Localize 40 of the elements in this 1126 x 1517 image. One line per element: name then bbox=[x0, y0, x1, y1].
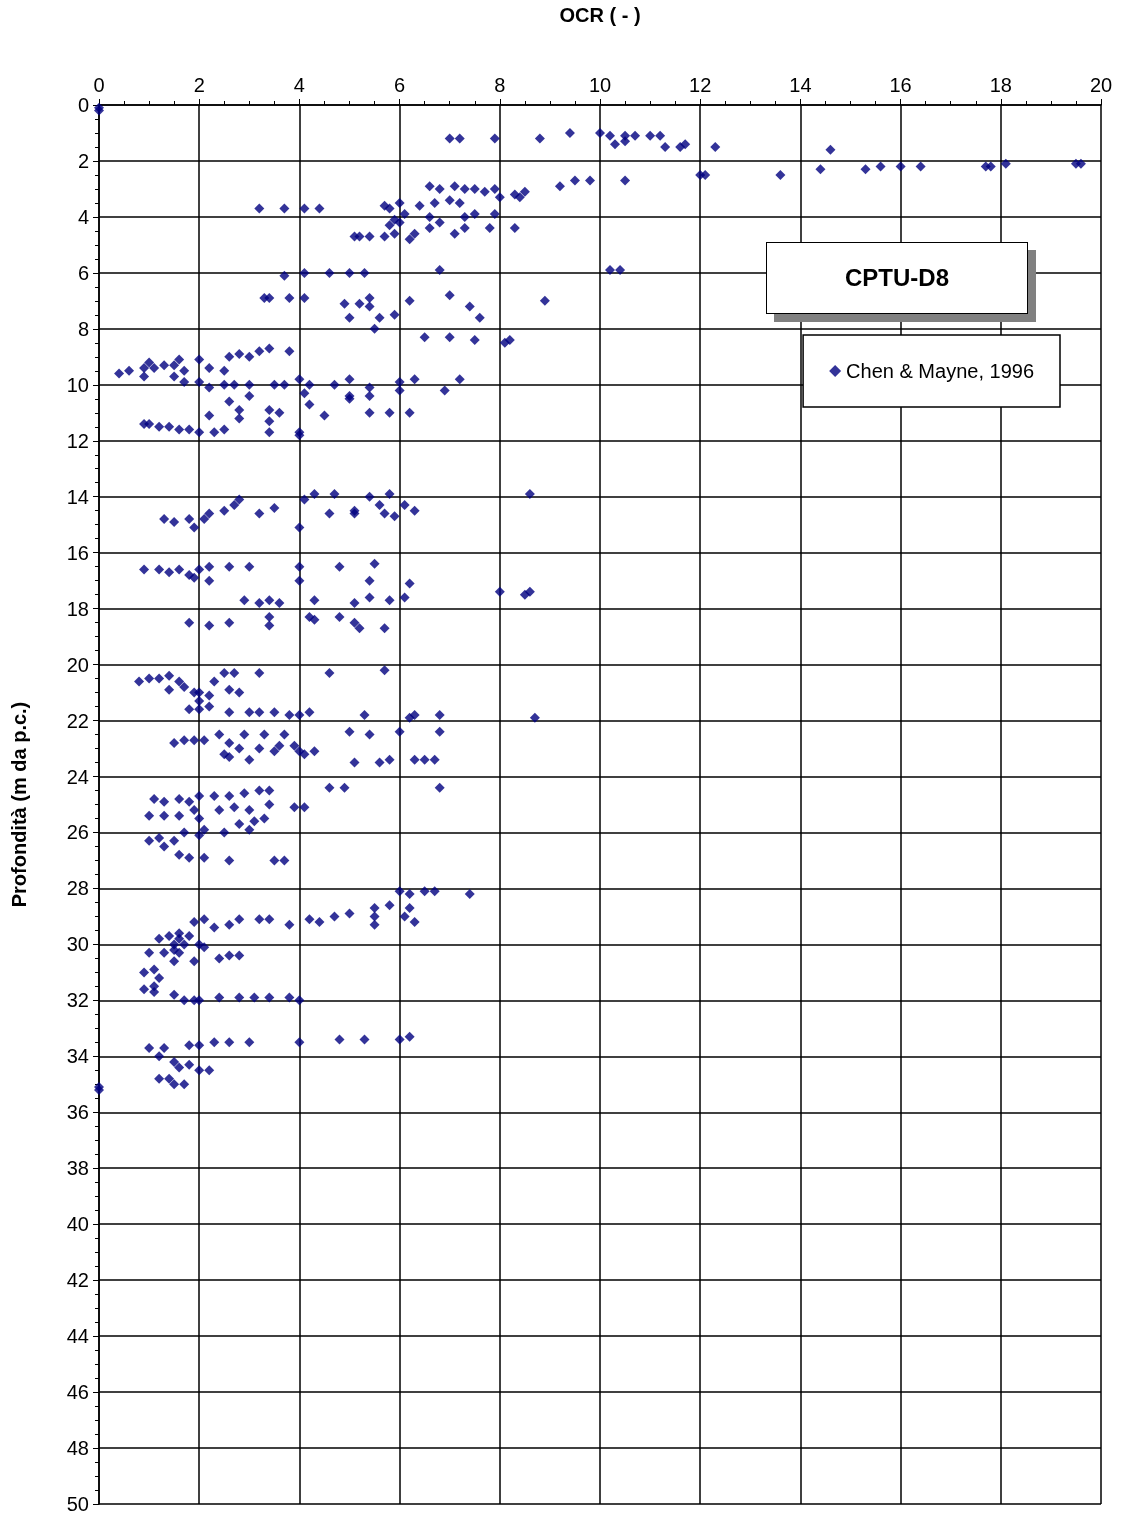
x-tick-label: 14 bbox=[789, 74, 812, 96]
y-tick-label: 32 bbox=[66, 989, 89, 1012]
y-tick-label: 2 bbox=[77, 149, 89, 172]
x-tick-label: 6 bbox=[394, 74, 406, 96]
x-axis-title: OCR ( - ) bbox=[559, 4, 641, 26]
y-tick-label: 46 bbox=[66, 1381, 89, 1404]
y-tick-label: 26 bbox=[66, 821, 89, 844]
y-tick-label: 48 bbox=[66, 1437, 89, 1460]
y-tick-label: 38 bbox=[66, 1157, 89, 1180]
x-tick-label: 16 bbox=[889, 74, 912, 96]
y-tick-label: 0 bbox=[77, 94, 89, 116]
y-tick-label: 6 bbox=[77, 261, 89, 284]
x-tick-label: 2 bbox=[193, 74, 205, 96]
y-tick-label: 4 bbox=[77, 205, 89, 228]
y-tick-label: 10 bbox=[66, 373, 89, 396]
y-tick-label: 36 bbox=[66, 1101, 89, 1124]
y-tick-label: 42 bbox=[66, 1269, 89, 1292]
x-tick-label: 8 bbox=[494, 74, 506, 96]
y-tick-label: 14 bbox=[66, 485, 89, 508]
y-tick-label: 20 bbox=[66, 653, 89, 676]
y-tick-label: 24 bbox=[66, 765, 89, 788]
y-tick-label: 18 bbox=[66, 597, 89, 620]
y-tick-label: 34 bbox=[66, 1045, 89, 1068]
y-tick-label: 22 bbox=[66, 709, 89, 732]
y-axis-title: Profondità (m da p.c.) bbox=[8, 701, 30, 908]
x-tick-label: 12 bbox=[689, 74, 712, 96]
y-tick-label: 30 bbox=[66, 933, 89, 956]
x-tick-label: 4 bbox=[293, 74, 305, 96]
x-tick-label: 18 bbox=[989, 74, 1012, 96]
x-tick-label: 20 bbox=[1089, 74, 1113, 96]
x-tick-label: 0 bbox=[93, 74, 105, 96]
y-tick-label: 40 bbox=[66, 1213, 89, 1236]
y-tick-label: 44 bbox=[66, 1325, 89, 1348]
y-tick-label: 12 bbox=[66, 429, 89, 452]
y-tick-label: 16 bbox=[66, 541, 89, 564]
y-tick-label: 50 bbox=[66, 1493, 89, 1515]
x-tick-label: 10 bbox=[588, 74, 612, 96]
y-tick-label: 8 bbox=[77, 317, 89, 340]
y-tick-label: 28 bbox=[66, 877, 89, 900]
legend-label: Chen & Mayne, 1996 bbox=[846, 360, 1035, 382]
